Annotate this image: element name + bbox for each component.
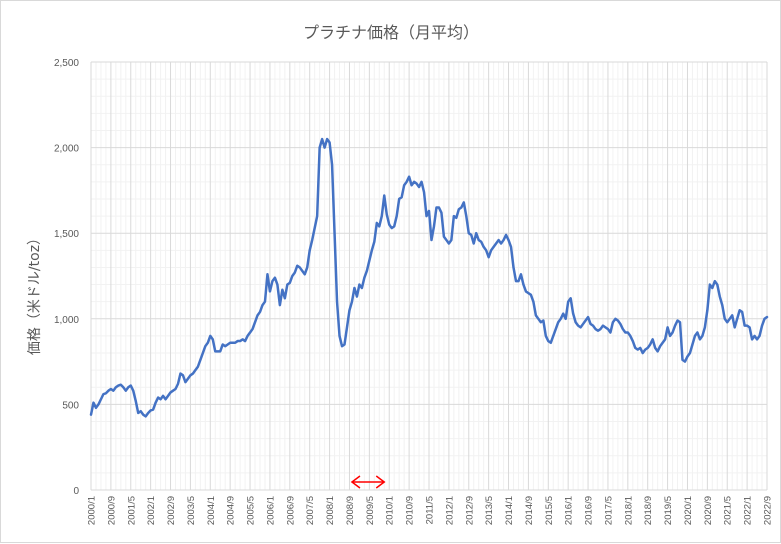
x-tick-label: 2004/9: [226, 496, 237, 525]
x-tick-label: 2002/1: [146, 496, 157, 525]
x-tick-label: 2014/1: [504, 496, 515, 525]
x-tick-label: 2020/1: [683, 496, 694, 525]
x-tick-label: 2006/1: [265, 496, 276, 525]
x-tick-label: 2005/5: [246, 496, 257, 525]
x-tick-label: 2016/9: [584, 496, 595, 525]
period-double-arrow: [350, 475, 386, 489]
y-tick-label: 1,000: [54, 315, 79, 326]
y-tick-label: 2,500: [54, 58, 79, 69]
y-tick-label: 2,000: [54, 144, 79, 155]
major-gridlines: [90, 61, 768, 491]
x-tick-label: 2018/1: [623, 496, 634, 525]
x-tick-label: 2011/5: [425, 496, 436, 524]
x-tick-label: 2013/5: [484, 496, 495, 525]
x-tick-label: 2017/5: [603, 496, 614, 525]
arrow-head-left: [350, 475, 361, 489]
x-tick-label: 2012/9: [464, 496, 475, 525]
x-tick-label: 2001/5: [126, 496, 137, 525]
platinum-price-line: [89, 137, 769, 418]
x-tick-label: 2016/1: [564, 496, 575, 525]
x-tick-label: 2012/1: [444, 496, 455, 525]
x-tick-label: 2008/1: [325, 496, 336, 525]
x-tick-label: 2015/5: [544, 496, 555, 525]
x-tick-label: 2022/9: [763, 496, 774, 525]
y-axis-label: 価格（米ドル/toz）: [27, 231, 43, 355]
x-tick-label: 2009/5: [365, 496, 376, 525]
x-tick-label: 2022/1: [743, 496, 754, 525]
x-tick-label: 2008/9: [345, 496, 356, 525]
x-tick-label: 2014/9: [524, 496, 535, 525]
x-tick-label: 2000/1: [87, 496, 98, 525]
x-tick-label: 2007/5: [305, 496, 316, 525]
x-tick-label: 2010/9: [405, 496, 416, 525]
x-tick-label: 2003/5: [186, 496, 197, 525]
chart-title: プラチナ価格（月平均）: [303, 23, 479, 42]
y-tick-label: 1,500: [54, 229, 79, 240]
y-tick-label: 0: [73, 486, 79, 497]
x-tick-label: 2006/9: [285, 496, 296, 525]
y-tick-label: 500: [62, 400, 79, 411]
x-tick-label: 2019/5: [663, 496, 674, 525]
x-tick-label: 2021/5: [723, 496, 734, 525]
arrow-head-right: [375, 475, 386, 489]
x-tick-labels: 2000/1 2000/9 2001/5 2002/1 2002/9 2003/5 2004…: [87, 496, 774, 525]
x-tick-label: 2004/1: [206, 496, 217, 525]
x-tick-label: 2020/9: [703, 496, 714, 525]
x-tick-label: 2010/1: [385, 496, 396, 525]
x-tick-label: 2000/9: [106, 496, 117, 525]
x-tick-label: 2002/9: [166, 496, 177, 525]
x-tick-label: 2018/9: [643, 496, 654, 525]
y-tick-labels: 0 500 1,000 1,500 2,000 2,500: [54, 58, 79, 497]
